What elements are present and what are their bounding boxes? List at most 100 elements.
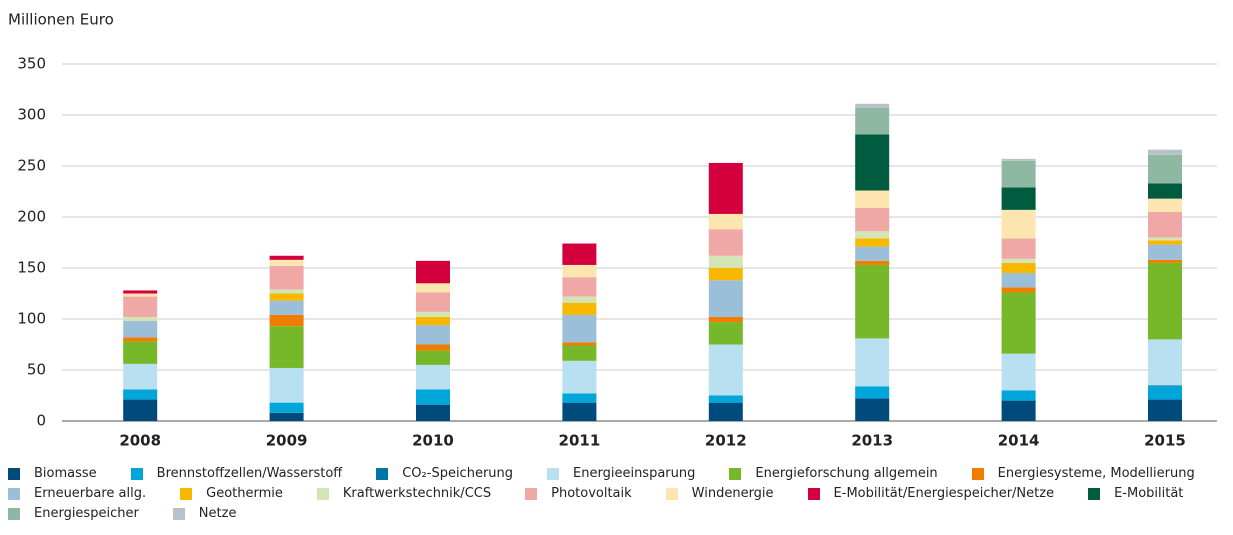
legend-item: Erneuerbare allg. [8, 486, 146, 501]
legend-label: Netze [198, 506, 237, 521]
bar-segment [855, 107, 890, 135]
legend-item: Energieforschung allgemein [729, 466, 938, 481]
bar-segment [855, 190, 890, 208]
bar-segment [269, 293, 304, 301]
chart: Millionen Euro 0 50 100 150 200 250 300 350 2008… [8, 11, 1217, 450]
bar-segment [416, 350, 450, 365]
bar-segment [708, 255, 743, 268]
bar-segment [123, 296, 158, 317]
bar-segment [855, 231, 890, 239]
bar-segment [708, 322, 743, 345]
legend-label: E-Mobilität/Energiespeicher/Netze [833, 486, 1055, 501]
bar-segment [855, 264, 890, 339]
bar-segment [1001, 292, 1036, 354]
bar-segment [269, 314, 304, 327]
bar-segment [562, 342, 597, 346]
bar-segment [1148, 399, 1182, 421]
legend-item: Brennstoffzellen/Wasserstoff [130, 466, 343, 481]
bar-segment [1001, 287, 1036, 293]
bar-segment [562, 402, 597, 421]
bar-segment [708, 344, 743, 396]
legend: Biomasse Brennstoffzellen/Wasserstoff CO₂-… [8, 466, 1228, 521]
bar-segment [708, 402, 743, 421]
bar-segment [1148, 149, 1182, 155]
bar-segment [1148, 385, 1182, 387]
bar-segment [416, 325, 450, 345]
bar-segment [855, 238, 890, 247]
legend-item: Energiesysteme, Modellierung [971, 466, 1195, 481]
legend-swatch [547, 467, 560, 480]
bar-segment [1148, 262, 1182, 340]
bar-segment [855, 207, 890, 232]
bar-segment [562, 314, 597, 343]
legend-swatch [525, 487, 538, 500]
bar-segment [1001, 390, 1036, 401]
legend-label: Kraftwerkstechnik/CCS [342, 486, 492, 501]
bar-segment [855, 246, 890, 261]
bar-segment [1148, 154, 1182, 184]
legend-swatch [180, 487, 193, 500]
y-tick-label: 150 [17, 259, 46, 277]
bar-segment [123, 399, 158, 421]
legend-label: E-Mobilität [1114, 486, 1184, 501]
bar-segment [416, 389, 450, 405]
bar-segment [416, 344, 450, 351]
bar-segment [123, 321, 158, 338]
bar-segment [708, 395, 743, 403]
bar-segment [562, 243, 597, 265]
bar-segment [123, 341, 158, 364]
bar-segment [562, 264, 597, 278]
legend-swatch [8, 507, 20, 520]
legend-label: Brennstoffzellen/Wasserstoff [156, 466, 343, 481]
bar-segment [1001, 187, 1036, 210]
bar-segment [1148, 386, 1182, 400]
legend-label: CO₂-Speicherung [402, 466, 514, 481]
legend-item: Energieeinsparung [547, 466, 695, 481]
bar-segment [269, 367, 304, 403]
legend-swatch [316, 487, 329, 500]
legend-label: Geothermie [206, 486, 283, 501]
bar-segment [123, 389, 158, 400]
bar-segment [123, 337, 158, 342]
bar-segment [855, 338, 890, 387]
bar-segment [1148, 259, 1182, 263]
legend-swatch [130, 467, 143, 480]
x-tick-label: 2013 [851, 432, 893, 450]
legend-label: Biomasse [34, 466, 97, 481]
legend-swatch [376, 467, 389, 480]
x-tick-label: 2009 [266, 432, 308, 450]
bar-segment [562, 302, 597, 315]
legend-item: Kraftwerkstechnik/CCS [316, 486, 492, 501]
legend-item: Energiespeicher [8, 506, 139, 521]
bar-segment [269, 265, 304, 290]
x-tick-label: 2010 [412, 432, 454, 450]
bar-segment [269, 289, 304, 294]
x-tick-label: 2015 [1144, 432, 1186, 450]
bar-segment [855, 103, 890, 108]
legend-item: CO₂-Speicherung [376, 466, 513, 481]
bar-segment [416, 292, 450, 312]
legend-label: Erneuerbare allg. [34, 486, 147, 501]
bar-segment [1001, 238, 1036, 259]
y-tick-label: 100 [17, 310, 46, 328]
bar-segment [269, 402, 304, 413]
legend-item: E-Mobilität/Energiespeicher/Netze [807, 486, 1055, 501]
bar-segment [416, 404, 450, 421]
y-tick-label: 250 [17, 157, 46, 175]
legend-item: Windenergie [665, 486, 774, 501]
y-tick-label: 300 [17, 106, 46, 124]
bar-segment [562, 360, 597, 394]
legend-swatch [729, 467, 742, 480]
bar-segment [562, 296, 597, 303]
bar-segment [855, 386, 890, 399]
bar-segment [855, 398, 890, 421]
legend-item: E-Mobilität [1088, 486, 1183, 501]
bar-segment [708, 268, 743, 281]
bar-segment [1001, 160, 1036, 188]
bar-segment [562, 277, 597, 297]
bar-segment [1148, 211, 1182, 238]
bar-segment [708, 229, 743, 256]
y-tick-label: 350 [17, 55, 46, 73]
bar-segment [708, 162, 743, 214]
